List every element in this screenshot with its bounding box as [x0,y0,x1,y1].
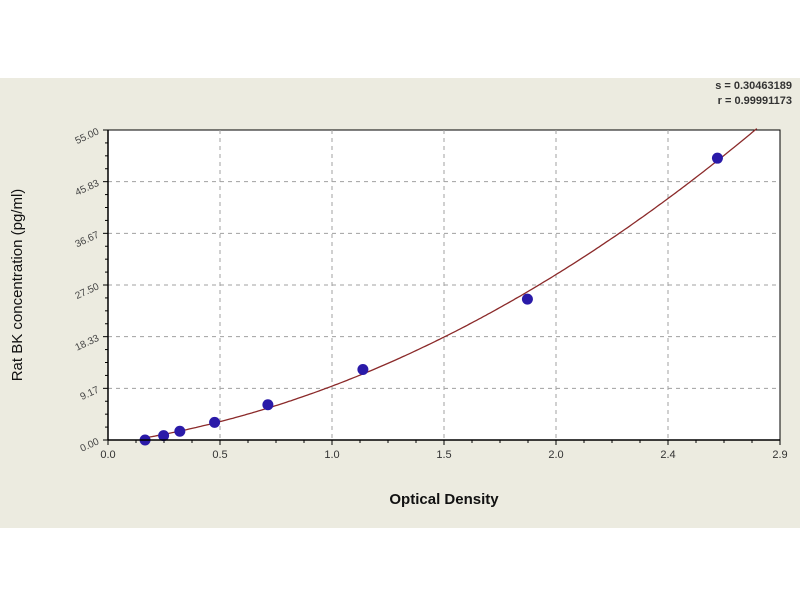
y-tick-label: 36.67 [74,230,102,251]
data-point [521,293,533,305]
fit-r-annotation: r = 0.99991173 [717,95,792,107]
chart-panel: s = 0.30463189 r = 0.99991173 0.0 0.5 1.0 1… [0,78,800,528]
data-point [158,430,170,442]
x-tick-label: 1.0 [324,449,339,461]
y-axis-label: Rat BK concentration (pg/ml) [9,189,26,382]
data-point [262,399,274,411]
data-points [139,152,723,446]
x-tick-label: 1.5 [436,449,451,461]
standard-curve-chart: 0.0 0.5 1.0 1.5 2.0 2.4 2.9 0.00 9.17 18.33 27.50 3… [9,126,788,508]
grid [108,130,780,440]
data-point [209,416,221,428]
x-axis-label: Optical Density [389,491,499,508]
fit-s-annotation: s = 0.30463189 [715,80,792,92]
x-tick-label: 2.9 [772,449,787,461]
y-tick-label: 0.00 [79,436,102,454]
y-tick-label: 55.00 [74,126,102,147]
y-tick-label: 18.33 [74,333,102,354]
y-tick-label: 45.83 [74,178,102,199]
x-tick-label: 0.0 [100,449,115,461]
fit-curve [140,128,758,440]
data-point [174,425,186,437]
x-tick-label: 0.5 [212,449,227,461]
x-tick-label: 2.4 [660,449,675,461]
data-point [711,152,723,164]
y-tick-label: 9.17 [79,385,102,403]
y-tick-label: 27.50 [74,281,102,302]
data-point [357,364,369,376]
x-tick-label: 2.0 [548,449,563,461]
